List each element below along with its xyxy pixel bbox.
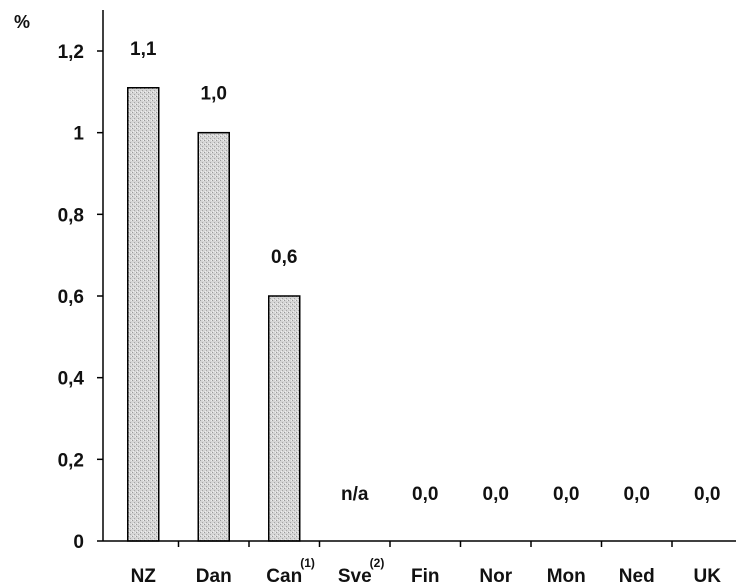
bar <box>268 295 301 542</box>
data-label: 0,6 <box>271 247 297 268</box>
x-tick-label: Mon <box>547 566 586 587</box>
x-tick-label: UK <box>694 566 722 587</box>
data-label: 0,0 <box>553 484 579 505</box>
data-labels: 1,1 1,0 0,6 n/a 0,0 0,0 0,0 0,0 0,0 <box>130 39 720 505</box>
x-tick-footnote: (1) <box>300 556 315 570</box>
y-tick-label: 1 <box>73 124 84 145</box>
x-tick-label: Nor <box>479 566 512 587</box>
data-label: 1,0 <box>201 84 227 105</box>
bars <box>127 87 301 542</box>
data-label: 0,0 <box>624 484 650 505</box>
y-tick-label: 0 <box>73 532 84 553</box>
x-tick-footnote: (2) <box>370 556 385 570</box>
x-axis-ticks: NZ Dan Can(1) Sve(2) Fin Nor Mon Ned UK <box>131 541 722 587</box>
y-tick-label: 0,4 <box>58 369 85 390</box>
y-tick-label: 0,6 <box>58 287 84 308</box>
y-tick-label: 1,2 <box>58 42 84 63</box>
bar <box>127 87 160 542</box>
data-label: 0,0 <box>483 484 509 505</box>
y-axis-ticks: 0 0,2 0,4 0,6 0,8 1 1,2 <box>58 42 103 553</box>
data-label: 0,0 <box>694 484 720 505</box>
data-label: 1,1 <box>130 39 157 60</box>
bar <box>197 131 230 542</box>
x-tick-label: Fin <box>411 566 440 587</box>
y-tick-label: 0,2 <box>58 450 84 471</box>
data-label: n/a <box>341 484 369 505</box>
x-tick-label: NZ <box>131 566 157 587</box>
x-tick-label: Can <box>266 566 302 587</box>
x-tick-label: Sve <box>338 566 372 587</box>
data-label: 0,0 <box>412 484 438 505</box>
x-tick-label: Dan <box>196 566 232 587</box>
y-axis-unit-label: % <box>14 12 30 32</box>
x-tick-label: Ned <box>619 566 655 587</box>
y-tick-label: 0,8 <box>58 205 84 226</box>
